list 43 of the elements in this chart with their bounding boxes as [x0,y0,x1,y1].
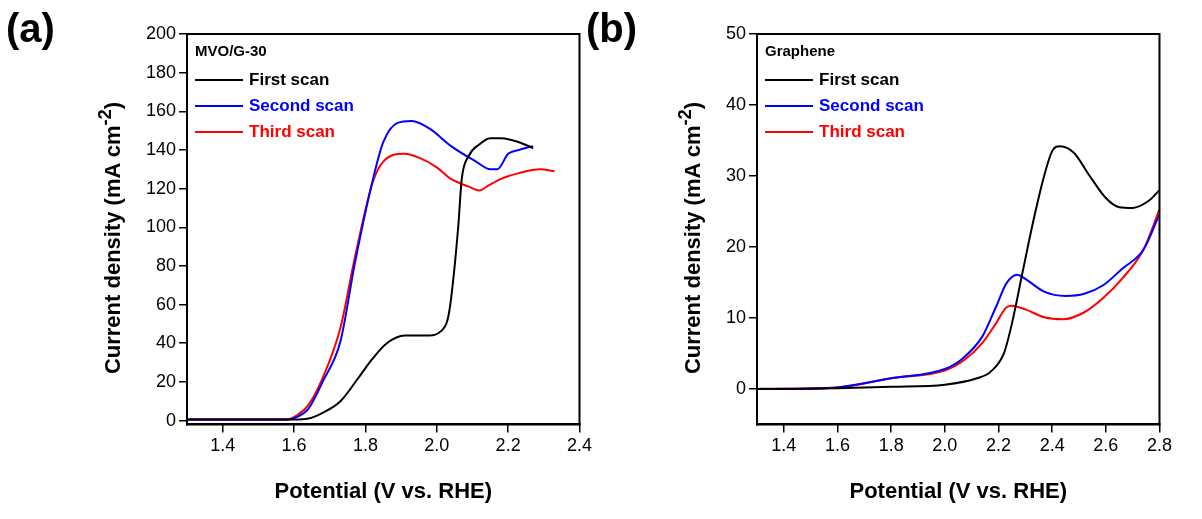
x-tick-label: 1.4 [771,435,797,456]
x-axis-title: Potential (V vs. RHE) [274,478,493,504]
y-tick-label: 40 [725,93,747,114]
x-tick-label: 1.8 [352,435,378,456]
y-tick-label: 0 [736,377,747,398]
x-tick-label: 2.2 [985,435,1012,456]
y-tick-label: 180 [145,61,177,82]
y-tick-label: 160 [145,100,177,121]
y-tick-label: 60 [156,293,177,314]
y-tick-label: 140 [145,138,177,159]
y-tick-label: 100 [145,216,177,237]
x-tick-label: 2.6 [1093,435,1119,456]
chart-title: (a) [6,6,55,51]
x-tick-label: 2.2 [495,435,521,456]
y-tick-label: 20 [156,370,177,391]
x-tick-label: 2.0 [424,435,450,456]
y-tick-label: 30 [725,164,747,185]
legend-label: First scan [819,69,900,89]
chart-title: (b) [586,6,638,51]
x-tick-label: 2.4 [1039,435,1065,456]
x-tick-label: 1.6 [281,435,307,456]
x-tick-label: 2.4 [566,435,592,456]
y-tick-label: 80 [156,254,177,275]
x-tick-label: 1.4 [210,435,236,456]
legend-title: Graphene [765,42,836,60]
x-tick-label: 2.8 [1146,435,1172,456]
legend-title: MVO/G-30 [195,42,267,60]
y-tick-label: 120 [145,177,177,198]
y-tick-label: 10 [725,306,747,327]
x-tick-label: 1.8 [878,435,904,456]
y-tick-label: 200 [145,22,177,43]
legend-label: Second scan [249,95,354,115]
x-axis-title: Potential (V vs. RHE) [849,478,1068,504]
y-tick-label: 50 [725,22,747,43]
legend-label: Third scan [249,121,335,141]
y-tick-label: 0 [166,409,177,430]
y-tick-label: 20 [725,235,747,256]
legend-label: Third scan [819,121,905,141]
y-tick-label: 40 [156,332,177,353]
legend-label: Second scan [819,95,924,115]
x-tick-label: 1.6 [825,435,851,456]
x-tick-label: 2.0 [932,435,958,456]
legend-label: First scan [249,69,330,89]
